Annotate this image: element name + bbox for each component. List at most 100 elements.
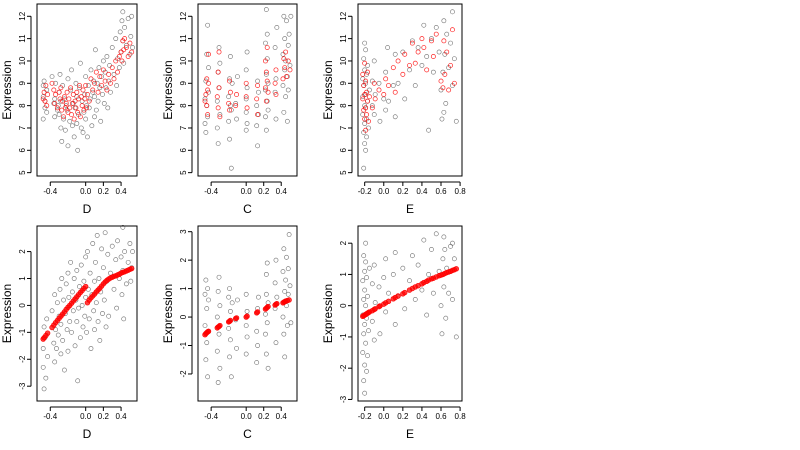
fitted-point xyxy=(67,105,73,111)
fitted-point xyxy=(366,118,371,124)
observed-point xyxy=(364,71,369,77)
observed-point xyxy=(263,40,268,46)
fitted-point xyxy=(285,58,291,64)
fitted-point xyxy=(444,49,450,55)
fitted-point xyxy=(77,114,83,120)
fitted-point xyxy=(365,69,370,75)
observed-point xyxy=(281,109,287,115)
fitted-point xyxy=(244,313,250,319)
observed-point xyxy=(244,49,250,55)
panel-2: -0.4 0.0 0.2 0.4 C 5 6 7 8 9 10 11 12 Expression xyxy=(161,3,298,216)
observed-point xyxy=(83,74,89,79)
observed-point xyxy=(91,308,97,314)
y-tick-label: 1 xyxy=(179,286,188,291)
observed-point xyxy=(94,233,100,238)
observed-point xyxy=(128,33,134,39)
observed-point xyxy=(217,60,223,66)
observed-point xyxy=(415,45,421,50)
plot-frame xyxy=(197,3,298,177)
observed-point xyxy=(255,78,260,84)
observed-point xyxy=(362,322,368,327)
y-tick-label: -2 xyxy=(179,370,188,378)
observed-point xyxy=(383,69,389,75)
fitted-point xyxy=(372,96,378,102)
observed-point xyxy=(272,89,278,95)
y-tick-label: 6 xyxy=(18,148,27,153)
observed-point xyxy=(287,63,293,68)
fitted-point xyxy=(72,98,78,104)
fitted-point xyxy=(255,83,261,88)
observed-point xyxy=(409,253,415,259)
fitted-point xyxy=(77,83,82,88)
observed-point xyxy=(430,290,436,296)
fitted-point xyxy=(75,109,81,115)
fitted-point xyxy=(214,94,220,100)
observed-point xyxy=(205,22,211,28)
observed-point xyxy=(52,114,58,120)
fitted-point xyxy=(41,89,47,95)
observed-point xyxy=(363,340,369,346)
fitted-point xyxy=(364,89,370,95)
fitted-point xyxy=(421,45,427,51)
y-tick-label: 10 xyxy=(179,56,188,65)
observed-point xyxy=(243,351,249,357)
fitted-point xyxy=(129,49,135,55)
fitted-point xyxy=(363,127,369,133)
observed-point xyxy=(94,80,100,86)
observed-point xyxy=(227,136,232,142)
observed-point xyxy=(100,92,105,97)
observed-point xyxy=(121,316,127,322)
observed-point xyxy=(362,40,368,46)
observed-point xyxy=(120,9,126,15)
fitted-point xyxy=(52,100,58,106)
observed-point xyxy=(369,103,375,109)
fitted-point xyxy=(78,94,84,100)
observed-point xyxy=(229,80,235,86)
observed-point xyxy=(65,348,71,354)
fitted-point xyxy=(99,83,105,88)
observed-point xyxy=(67,319,73,324)
observed-point xyxy=(448,243,453,249)
fitted-point xyxy=(390,65,396,71)
observed-point xyxy=(49,74,55,79)
observed-point xyxy=(216,274,222,280)
fitted-point xyxy=(450,27,455,33)
observed-point xyxy=(80,130,86,135)
observed-point xyxy=(450,297,455,302)
observed-point xyxy=(451,256,457,262)
observed-point xyxy=(263,114,268,120)
observed-point xyxy=(282,289,288,294)
observed-point xyxy=(76,305,81,311)
observed-point xyxy=(64,327,70,333)
observed-point xyxy=(83,294,89,300)
fitted-point xyxy=(215,105,221,111)
observed-point xyxy=(78,262,84,268)
observed-point xyxy=(243,127,249,133)
fitted-point xyxy=(451,80,457,86)
fitted-point xyxy=(95,89,101,95)
observed-point xyxy=(226,118,232,124)
observed-point xyxy=(284,118,290,124)
observed-point xyxy=(228,374,234,380)
observed-point xyxy=(243,291,249,297)
observed-point xyxy=(361,165,367,171)
observed-point xyxy=(85,249,90,254)
observed-point xyxy=(108,89,113,95)
x-tick-label: 0.8 xyxy=(455,412,467,421)
observed-point xyxy=(263,71,269,77)
observed-point xyxy=(202,121,208,126)
observed-point xyxy=(256,294,261,300)
y-axis-title: Expression xyxy=(0,60,14,119)
observed-point xyxy=(265,80,271,86)
observed-point xyxy=(265,365,271,371)
observed-point xyxy=(363,240,369,246)
fitted-point xyxy=(263,85,268,91)
observed-point xyxy=(361,331,367,337)
panel-6: -0.2 0.0 0.2 0.4 0.6 0.8 E -3 -2 -1 0 1 2 Expression xyxy=(321,225,467,441)
observed-point xyxy=(75,378,81,384)
observed-point xyxy=(53,80,58,86)
observed-point xyxy=(69,123,75,129)
fitted-point xyxy=(281,56,287,62)
x-tick-label: 0.0 xyxy=(241,187,253,196)
observed-point xyxy=(362,268,368,274)
